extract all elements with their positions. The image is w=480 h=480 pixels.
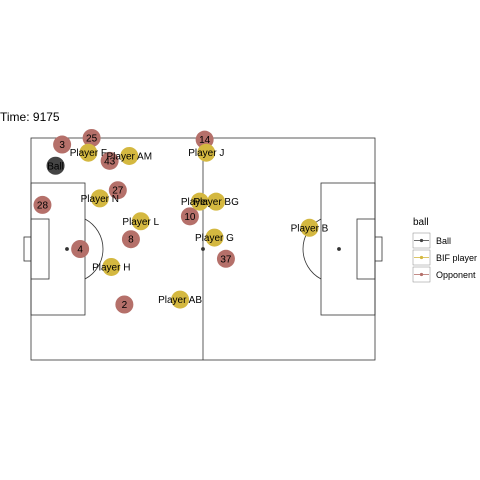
opponent-marker-label: 10 [184,212,196,223]
bif-player-marker: Player H [92,257,130,276]
opponent-marker: 3 [53,135,72,154]
legend-key-bif-dot [419,255,424,260]
opponent-marker-label: 2 [122,300,128,311]
opponent-marker-dot [195,130,214,149]
opponent-marker: 2 [115,295,134,314]
markers-layer: 25 3 14 43 27 28 10 8 4 37 2 Player F Player AM Playe… [33,129,329,314]
left-goal-area [30,218,50,280]
opponent-marker-label: 37 [220,254,232,265]
ball-marker-label: Ball [47,161,64,172]
bif-player-marker: Player F [70,143,107,162]
opponent-marker: 10 [180,207,199,226]
bif-player-marker: Player G [195,228,234,247]
bif-player-marker-label: Player F [70,148,107,159]
bif-player-marker: Player L [122,212,160,231]
opponent-marker-dot [100,151,119,170]
bif-player-marker-label: Player N [81,194,119,205]
opponent-marker-dot [53,135,72,154]
bif-player-marker-dot [120,146,139,165]
opponent-marker-dot [121,230,140,249]
ball-marker-dot [46,156,65,175]
left-penalty-spot [65,247,69,251]
bif-player-marker: Player AB [158,290,202,309]
opponent-marker-label: 43 [104,156,116,167]
bif-player-marker-dot [102,257,121,276]
bif-player-marker-dot [90,189,109,208]
legend-item-bif-player: BIF player [412,249,477,266]
bif-player-marker: Player N [81,189,119,208]
legend-key-ball-dot [419,238,424,243]
bif-player-marker-dot [171,290,190,309]
bif-player-marker: Player AM [106,146,152,165]
opponent-marker: 28 [33,195,52,214]
legend-item-ball: Ball [412,232,451,249]
left-penalty-arc [84,218,104,280]
opponent-marker-dot [108,181,127,200]
opponent-marker: 25 [82,129,101,147]
right-penalty-area [320,182,376,316]
legend-title: ball [413,217,429,228]
bif-player-marker-label: Player AM [106,151,152,162]
opponent-marker-label: 25 [86,134,98,145]
bif-player-marker-label: Player G [195,233,234,244]
opponent-marker: 37 [216,249,235,268]
bif-player-marker: Player BG [193,192,239,211]
bif-player-marker-label: Player B [291,223,329,234]
opponent-marker-dot [82,129,101,147]
opponent-marker: 27 [108,181,127,200]
legend-item-opponent: Opponent [412,266,476,283]
bif-player-marker-dot [79,143,98,162]
bif-player-marker-dot [205,228,224,247]
bif-player-marker-dot [131,212,150,231]
right-penalty-spot [337,247,341,251]
bif-player-marker: Player B [291,218,329,237]
bif-player-marker-label: Player AB [158,295,202,306]
legend: ball Ball BIF player Opponent [412,217,477,283]
bif-player-marker-label: Player J [188,148,224,159]
legend-key-opponent-dot [419,272,424,277]
opponent-marker-dot [33,195,52,214]
legend-label-opponent: Opponent [436,270,476,280]
right-goal-area [356,218,376,280]
opponent-marker-dot [115,295,134,314]
ball-marker: Ball [46,156,65,175]
bif-player-marker-label: Player H [92,262,130,273]
opponent-marker-label: 14 [199,135,211,146]
bif-player-marker-dot [207,192,226,211]
bif-player-marker-dot [190,192,209,211]
bif-player-marker-dot [197,143,216,162]
time-label: Time: 9175 [0,110,60,124]
bif-player-marker: Player J [188,143,224,162]
opponent-marker: 43 [100,151,119,170]
opponent-marker: 8 [121,230,140,249]
bif-player-marker: Player K [181,192,219,211]
legend-label-bif-player: BIF player [436,253,477,263]
opponent-marker: 4 [71,240,90,258]
opponent-marker-dot [216,249,235,268]
bif-player-marker-label: Player BG [193,197,239,208]
left-goal [23,236,32,262]
opponent-marker-dot [180,207,199,226]
opponent-marker-label: 4 [77,245,83,256]
opponent-marker-label: 28 [37,200,49,211]
opponent-marker-label: 27 [112,186,124,197]
opponent-marker-dot [71,240,90,258]
bif-player-marker-dot [300,218,319,237]
opponent-marker: 14 [195,130,214,149]
legend-label-ball: Ball [436,236,451,246]
opponent-marker-label: 3 [59,140,65,151]
bif-player-marker-label: Player K [181,197,219,208]
opponent-marker-label: 8 [128,235,134,246]
right-goal [374,236,383,262]
bif-player-marker-label: Player L [122,217,159,228]
centre-spot [201,247,205,251]
